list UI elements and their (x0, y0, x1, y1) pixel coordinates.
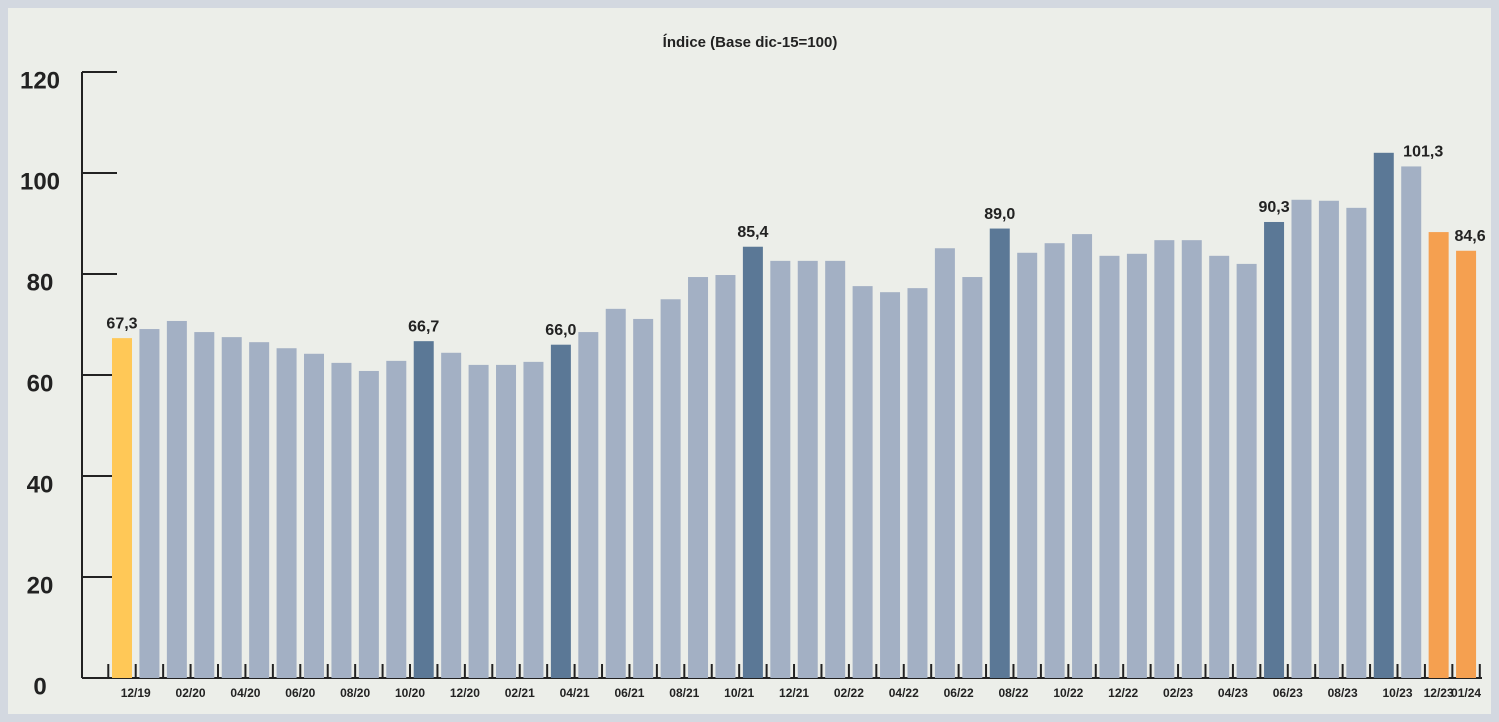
bar (660, 299, 681, 678)
x-tick-label: 08/21 (669, 686, 699, 700)
y-tick-label: 100 (20, 168, 60, 195)
bar (386, 360, 407, 678)
value-label: 66,0 (545, 322, 576, 339)
bar (962, 277, 983, 678)
bar (194, 332, 215, 678)
value-label: 101,3 (1403, 144, 1443, 161)
x-tick-label: 12/21 (779, 686, 809, 700)
bar (1318, 200, 1339, 678)
x-tick-label: 02/20 (176, 686, 206, 700)
x-tick-label: 02/23 (1163, 686, 1193, 700)
x-tick-label: 08/20 (340, 686, 370, 700)
bar (633, 318, 654, 678)
value-label: 66,7 (408, 318, 439, 335)
bar (1373, 152, 1394, 679)
x-tick-label: 12/19 (121, 686, 151, 700)
bar (934, 248, 955, 678)
x-tick-label: 10/22 (1053, 686, 1083, 700)
y-tick-label: 120 (20, 67, 60, 94)
x-tick-label: 10/20 (395, 686, 425, 700)
bar (523, 361, 544, 678)
bar (1072, 234, 1093, 679)
x-tick-label: 04/21 (560, 686, 590, 700)
bar (276, 348, 297, 678)
x-tick-label: 12/22 (1108, 686, 1138, 700)
bar (221, 337, 242, 678)
bar (880, 292, 901, 678)
bar (139, 329, 160, 678)
y-tick-label: 80 (27, 269, 54, 296)
x-tick-label: 08/23 (1328, 686, 1358, 700)
bar (331, 362, 352, 678)
bar (1209, 255, 1230, 678)
bar (1154, 240, 1175, 679)
value-label: 67,3 (106, 315, 137, 332)
bar (304, 353, 325, 678)
value-label: 89,0 (984, 206, 1015, 223)
y-tick-label: 0 (33, 673, 46, 700)
bar (249, 342, 270, 678)
chart-title: Índice (Base dic-15=100) (663, 34, 838, 51)
y-tick-label: 60 (27, 370, 54, 397)
x-tick-label: 10/21 (724, 686, 754, 700)
bar (166, 320, 187, 678)
x-tick-label: 06/21 (614, 686, 644, 700)
x-tick-label: 06/23 (1273, 686, 1303, 700)
x-tick-label: 10/23 (1382, 686, 1412, 700)
bar (605, 308, 626, 678)
x-tick-label: 08/22 (998, 686, 1028, 700)
bar (1181, 240, 1202, 679)
bar (989, 228, 1010, 679)
x-tick-label: 12/20 (450, 686, 480, 700)
bar (770, 260, 791, 678)
x-tick-label: 04/23 (1218, 686, 1248, 700)
bar (742, 246, 763, 679)
bar (797, 260, 818, 678)
x-tick-label: 01/24 (1451, 686, 1481, 700)
x-tick-label: 02/21 (505, 686, 535, 700)
bar (1428, 232, 1449, 678)
bar (715, 275, 736, 678)
bar (112, 338, 132, 678)
bar (1456, 250, 1477, 678)
value-label: 90,3 (1258, 199, 1289, 216)
bar (550, 344, 571, 678)
y-tick-label: 20 (27, 572, 54, 599)
bar (468, 364, 489, 678)
bar (852, 286, 873, 678)
bar (578, 332, 599, 678)
bar (496, 364, 517, 678)
bar (1017, 252, 1038, 679)
bar (1236, 263, 1257, 678)
x-tick-label: 04/20 (230, 686, 260, 700)
bar (1264, 221, 1285, 679)
bar (1099, 255, 1120, 678)
bar (688, 277, 709, 678)
x-tick-label: 06/20 (285, 686, 315, 700)
bar (825, 260, 846, 678)
x-tick-label: 06/22 (944, 686, 974, 700)
bar (1044, 243, 1065, 678)
x-tick-label: 02/22 (834, 686, 864, 700)
value-label: 84,6 (1454, 228, 1485, 245)
bar (1401, 166, 1422, 678)
bar (413, 341, 434, 678)
x-tick-label: 04/22 (889, 686, 919, 700)
bar (907, 288, 928, 678)
bar (1291, 199, 1312, 678)
x-tick-label: 12/23 (1424, 686, 1454, 700)
bar (358, 370, 379, 678)
bar (1346, 207, 1367, 678)
y-tick-label: 40 (27, 471, 54, 498)
bar (441, 352, 462, 678)
bar (1126, 253, 1147, 679)
value-label: 85,4 (737, 224, 768, 241)
